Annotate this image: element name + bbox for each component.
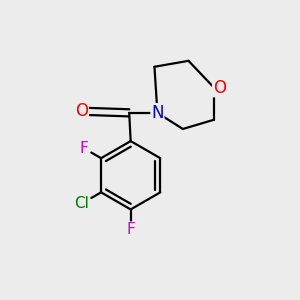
Text: O: O — [213, 79, 226, 97]
Text: Cl: Cl — [74, 196, 89, 211]
Text: N: N — [151, 104, 164, 122]
Text: F: F — [126, 222, 135, 237]
Text: O: O — [75, 102, 88, 120]
Text: F: F — [79, 141, 88, 156]
